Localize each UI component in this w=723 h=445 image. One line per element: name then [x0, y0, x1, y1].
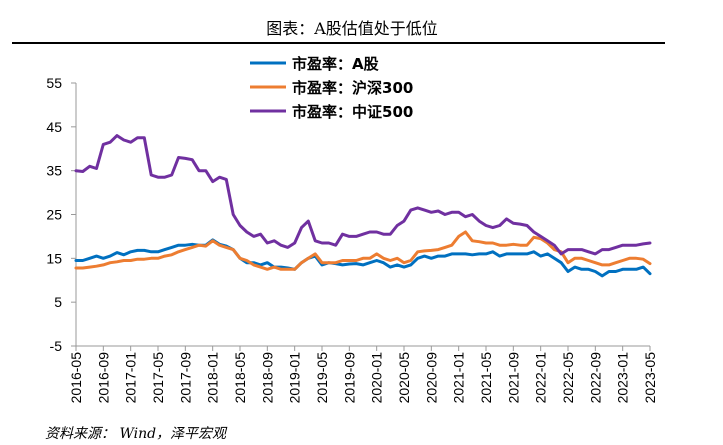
legend-label-csi300: 市盈率：沪深300: [292, 79, 413, 97]
y-tick-label: 5: [54, 294, 62, 310]
x-tick-label: 2019-09: [341, 352, 357, 404]
y-tick-label: 25: [46, 207, 62, 223]
x-tick-label: 2021-09: [505, 352, 521, 404]
x-tick-label: 2018-01: [205, 352, 221, 404]
series-line-csi300: [74, 230, 652, 271]
series-lines: [74, 134, 652, 278]
x-tick-label: 2021-05: [478, 352, 494, 404]
x-tick-label: 2017-09: [177, 352, 193, 404]
y-tick-label: 15: [46, 250, 62, 266]
chart-title: 图表：A股估值处于低位: [266, 19, 438, 38]
x-tick-label: 2019-01: [287, 352, 303, 404]
y-tick-label: 45: [46, 119, 62, 135]
x-tick-label: 2023-01: [615, 352, 631, 404]
x-tick-label: 2021-01: [451, 352, 467, 404]
y-axis: -5 5 15 25 35 45 55: [46, 75, 77, 354]
x-tick-label: 2016-09: [95, 352, 111, 404]
x-tick-label: 2018-05: [232, 352, 248, 404]
legend-label-csi500: 市盈率：中证500: [292, 103, 413, 121]
x-tick-label: 2022-01: [533, 352, 549, 404]
series-line-a_share: [74, 238, 652, 278]
x-tick-label: 2022-09: [587, 352, 603, 404]
x-tick-label: 2019-05: [314, 352, 330, 404]
series-line-csi500: [74, 134, 652, 256]
x-tick-label: 2020-05: [396, 352, 412, 404]
source-note: 资料来源： Wind，泽平宏观: [45, 426, 228, 442]
x-tick-label: 2022-05: [560, 352, 576, 404]
x-tick-label: 2016-05: [68, 352, 84, 404]
x-tick-label: 2018-09: [259, 352, 275, 404]
y-tick-label: 55: [46, 75, 62, 91]
x-tick-label: 2023-05: [642, 352, 658, 404]
x-axis: 2016-05 2016-09 2017-01 2017-05 2017-09 2018-…: [68, 345, 658, 404]
y-tick-label: 35: [46, 163, 62, 179]
x-tick-label: 2017-01: [123, 352, 139, 404]
x-tick-label: 2020-01: [369, 352, 385, 404]
y-tick-label: -5: [50, 338, 63, 354]
legend-label-a_share: 市盈率：A股: [292, 55, 380, 73]
x-tick-label: 2017-05: [150, 352, 166, 404]
x-tick-label: 2020-09: [423, 352, 439, 404]
